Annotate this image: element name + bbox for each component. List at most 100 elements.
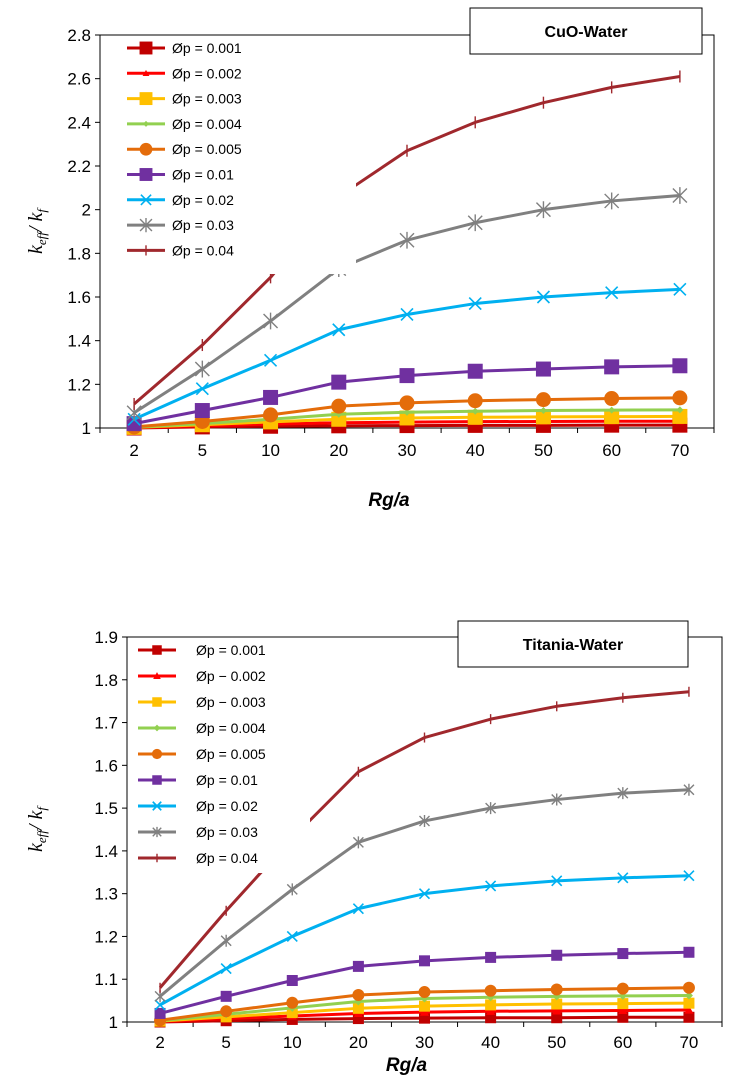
legend-marker (139, 168, 153, 181)
legend-label: Øp = 0.004 (196, 720, 266, 736)
legend-marker (152, 775, 162, 785)
data-point (608, 406, 616, 414)
data-point (672, 187, 688, 204)
data-point (263, 407, 279, 423)
y-tick-label: 1.4 (67, 332, 91, 351)
data-point (682, 981, 695, 994)
data-point (286, 996, 299, 1009)
data-point (332, 323, 346, 337)
data-point (418, 888, 431, 900)
y-axis-label-main: k (25, 244, 47, 254)
y-axis-label-sub-f: f (34, 805, 49, 811)
data-point (535, 392, 551, 408)
data-point (399, 368, 415, 384)
data-point (535, 201, 551, 219)
data-point (286, 975, 298, 987)
data-point (539, 407, 547, 415)
data-point (672, 358, 688, 374)
y-axis-label-sep: / k (25, 810, 47, 832)
legend-marker (139, 142, 153, 156)
data-point (536, 290, 551, 304)
legend-label: Øp = 0.01 (172, 167, 234, 183)
x-tick-label: 70 (670, 441, 689, 460)
title-box (457, 620, 689, 668)
data-point (617, 787, 629, 800)
data-point (551, 949, 563, 961)
legend-marker (152, 801, 162, 811)
data-point (352, 903, 364, 915)
y-tick-label: 1.8 (94, 671, 118, 690)
y-tick-label: 1.6 (67, 288, 91, 307)
y-tick-label: 1.8 (67, 244, 91, 263)
data-point (551, 998, 563, 1010)
y-tick-label: 1.2 (94, 927, 118, 946)
data-point (617, 998, 629, 1010)
data-point (552, 1006, 562, 1015)
legend-marker (139, 217, 153, 233)
legend-marker (151, 748, 163, 760)
legend-label: Øp = 0.02 (172, 192, 234, 208)
x-axis-label: Rg/a (368, 490, 410, 511)
data-point (220, 1005, 233, 1018)
x-tick-label: 2 (155, 1033, 164, 1052)
legend-label: Øp = 0.005 (196, 746, 266, 762)
x-tick-label: 5 (198, 441, 207, 460)
series-5 (154, 981, 695, 1027)
y-tick-label: 1.4 (94, 842, 118, 861)
legend: Øp = 0.001 Øp − 0.002 Øp − 0.003 Øp = 0.004… (130, 638, 310, 873)
y-tick-label: 2.4 (67, 113, 91, 132)
data-point (420, 1007, 429, 1016)
data-point (467, 363, 483, 379)
x-tick-label: 20 (329, 441, 348, 460)
x-tick-label: 40 (481, 1033, 500, 1052)
data-point (194, 360, 210, 378)
data-point (154, 999, 166, 1011)
data-point (604, 192, 620, 210)
y-axis-label: keff/ kf (25, 207, 49, 254)
y-tick-label: 2.8 (67, 26, 91, 45)
data-point (419, 955, 430, 967)
data-point (154, 1007, 166, 1019)
data-point (485, 999, 497, 1011)
series-7 (154, 870, 695, 1011)
legend-label: Øp = 0.001 (172, 40, 242, 56)
data-point (617, 872, 629, 884)
x-tick-label: 10 (261, 441, 280, 460)
x-tick-label: 5 (221, 1033, 230, 1052)
x-tick-label: 10 (283, 1033, 302, 1052)
y-tick-label: 2.6 (67, 70, 91, 89)
legend-marker (143, 120, 149, 127)
legend-marker (142, 69, 150, 77)
data-point (419, 1000, 430, 1012)
data-point (683, 946, 695, 958)
y-tick-label: 1.7 (94, 714, 118, 733)
data-point (684, 1005, 694, 1014)
data-point (352, 836, 364, 849)
legend-label: Øp = 0.03 (172, 217, 234, 233)
y-tick-label: 1 (109, 1013, 118, 1032)
legend-marker (153, 672, 161, 680)
data-point (352, 989, 365, 1002)
data-point (485, 951, 497, 963)
y-axis-label-sub-eff: eff (34, 828, 49, 843)
data-point (220, 934, 232, 947)
data-point (484, 984, 497, 997)
data-point (616, 982, 629, 995)
y-axis-label: keff/ kf (25, 805, 49, 852)
x-tick-label: 60 (602, 441, 621, 460)
data-point (286, 930, 298, 943)
legend-marker (152, 697, 162, 707)
x-axis-label: Rg/a (386, 1055, 428, 1076)
data-point (486, 1006, 496, 1015)
data-point (352, 960, 364, 972)
x-tick-label: 2 (129, 441, 138, 460)
y-axis-label-sep: / k (25, 212, 47, 234)
data-point (535, 361, 551, 377)
data-point (683, 870, 695, 882)
data-point (617, 948, 629, 960)
data-point (550, 983, 563, 996)
data-point (551, 793, 563, 806)
data-point (485, 802, 497, 815)
data-point (618, 1005, 628, 1015)
